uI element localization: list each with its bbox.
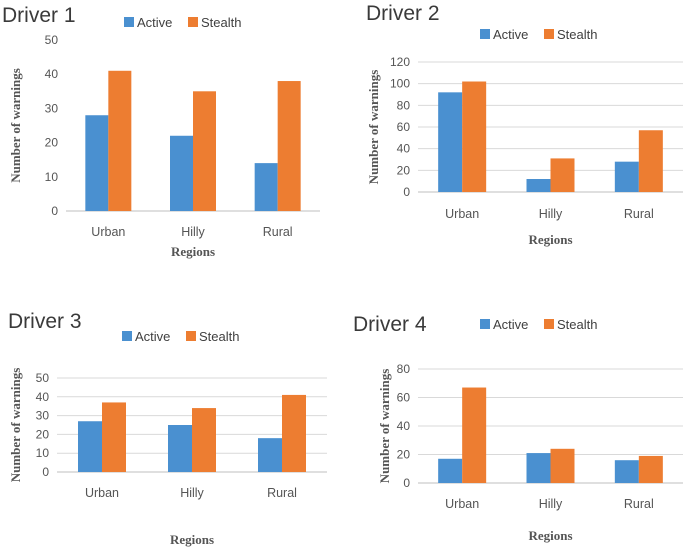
legend-swatch-stealth (188, 17, 198, 27)
legend-swatch-stealth (544, 29, 554, 39)
legend-label-stealth: Stealth (201, 15, 241, 30)
bar-active-rural (258, 438, 282, 472)
chart-driver-1: Driver 1 Active Stealth 0 10 20 30 40 50 Urban Hil… (2, 4, 320, 259)
y-tick-label: 40 (45, 67, 59, 81)
y-tick-label: 0 (403, 476, 410, 490)
legend-swatch-active (122, 331, 132, 341)
bar-active-hilly (526, 453, 551, 483)
y-axis-title: Number of warnings (377, 369, 392, 484)
y-tick-label: 40 (397, 419, 411, 433)
legend-label-active: Active (493, 27, 528, 42)
bar-stealth-rural (277, 81, 301, 211)
x-axis-title: Regions (528, 528, 572, 543)
x-axis-title: Regions (170, 532, 214, 547)
bar-stealth-hilly (193, 91, 216, 211)
x-category-label: Rural (624, 207, 654, 221)
x-category-label: Urban (445, 497, 479, 511)
x-axis-title: Regions (528, 232, 572, 247)
chart-title: Driver 4 (353, 313, 427, 336)
bar-active-urban (438, 458, 463, 483)
bar-stealth-urban (102, 402, 126, 472)
chart-title: Driver 1 (2, 4, 76, 27)
bar-active-hilly (526, 179, 551, 192)
y-tick-label: 50 (45, 33, 59, 47)
y-tick-label: 80 (397, 362, 411, 376)
bar-stealth-rural (282, 394, 306, 472)
y-tick-label: 40 (36, 390, 50, 404)
legend-swatch-stealth (186, 331, 196, 341)
legend-label-active: Active (135, 329, 170, 344)
bar-active-rural (614, 460, 639, 483)
x-axis-title: Regions (171, 244, 215, 259)
y-tick-label: 10 (45, 170, 59, 184)
bar-active-urban (78, 421, 102, 472)
chart-driver-4: Driver 4 Active Stealth 0 20 40 60 80 Urban Hilly… (353, 313, 683, 543)
legend-swatch-active (480, 319, 490, 329)
x-category-label: Hilly (181, 225, 205, 239)
y-axis-title: Number of warnings (8, 368, 23, 483)
legend-label-active: Active (493, 317, 528, 332)
y-axis-title: Number of warnings (366, 70, 381, 185)
chart-driver-3: Driver 3 Active Stealth 0 10 20 30 40 50 Urban Hil… (8, 310, 327, 547)
y-tick-label: 50 (36, 371, 50, 385)
chart-title: Driver 3 (8, 310, 82, 333)
y-axis-title: Number of warnings (8, 68, 23, 183)
y-tick-label: 30 (45, 101, 59, 115)
y-tick-label: 60 (397, 120, 411, 134)
y-tick-label: 80 (397, 98, 411, 112)
legend-swatch-active (480, 29, 490, 39)
legend-label-active: Active (137, 15, 172, 30)
legend-swatch-active (124, 17, 134, 27)
x-category-label: Hilly (539, 497, 563, 511)
y-tick-label: 100 (390, 77, 410, 91)
bar-active-rural (614, 161, 639, 192)
x-category-label: Rural (624, 497, 654, 511)
bar-active-rural (254, 163, 278, 211)
y-tick-label: 0 (403, 185, 410, 199)
y-tick-label: 60 (397, 391, 411, 405)
x-category-label: Urban (445, 207, 479, 221)
x-category-label: Hilly (180, 486, 204, 500)
bar-stealth-hilly (550, 158, 575, 192)
y-tick-label: 20 (397, 163, 411, 177)
x-category-label: Urban (85, 486, 119, 500)
bar-stealth-urban (462, 387, 487, 483)
bar-stealth-hilly (192, 408, 216, 472)
bar-active-urban (438, 92, 463, 192)
legend-label-stealth: Stealth (557, 317, 597, 332)
legend-swatch-stealth (544, 319, 554, 329)
bar-active-hilly (170, 135, 193, 211)
y-tick-label: 20 (36, 427, 50, 441)
x-category-label: Rural (267, 486, 297, 500)
y-tick-label: 20 (397, 448, 411, 462)
chart-title: Driver 2 (366, 2, 440, 25)
y-tick-label: 10 (36, 446, 50, 460)
bar-stealth-urban (462, 81, 487, 192)
y-tick-label: 40 (397, 142, 411, 156)
x-category-label: Hilly (539, 207, 563, 221)
y-tick-label: 0 (51, 204, 58, 218)
bar-active-urban (85, 115, 109, 211)
chart-driver-2: Driver 2 Active Stealth 0 20 40 60 80 100 120 Urba… (366, 2, 683, 247)
legend-label-stealth: Stealth (199, 329, 239, 344)
bar-stealth-urban (108, 70, 132, 211)
y-tick-label: 30 (36, 409, 50, 423)
bar-stealth-rural (638, 130, 663, 192)
legend-label-stealth: Stealth (557, 27, 597, 42)
bar-active-hilly (168, 425, 192, 472)
bar-stealth-rural (638, 455, 663, 483)
x-category-label: Rural (263, 225, 293, 239)
bar-stealth-hilly (550, 448, 575, 483)
y-tick-label: 20 (45, 136, 59, 150)
y-tick-label: 0 (42, 465, 49, 479)
y-tick-label: 120 (390, 55, 410, 69)
x-category-label: Urban (91, 225, 125, 239)
